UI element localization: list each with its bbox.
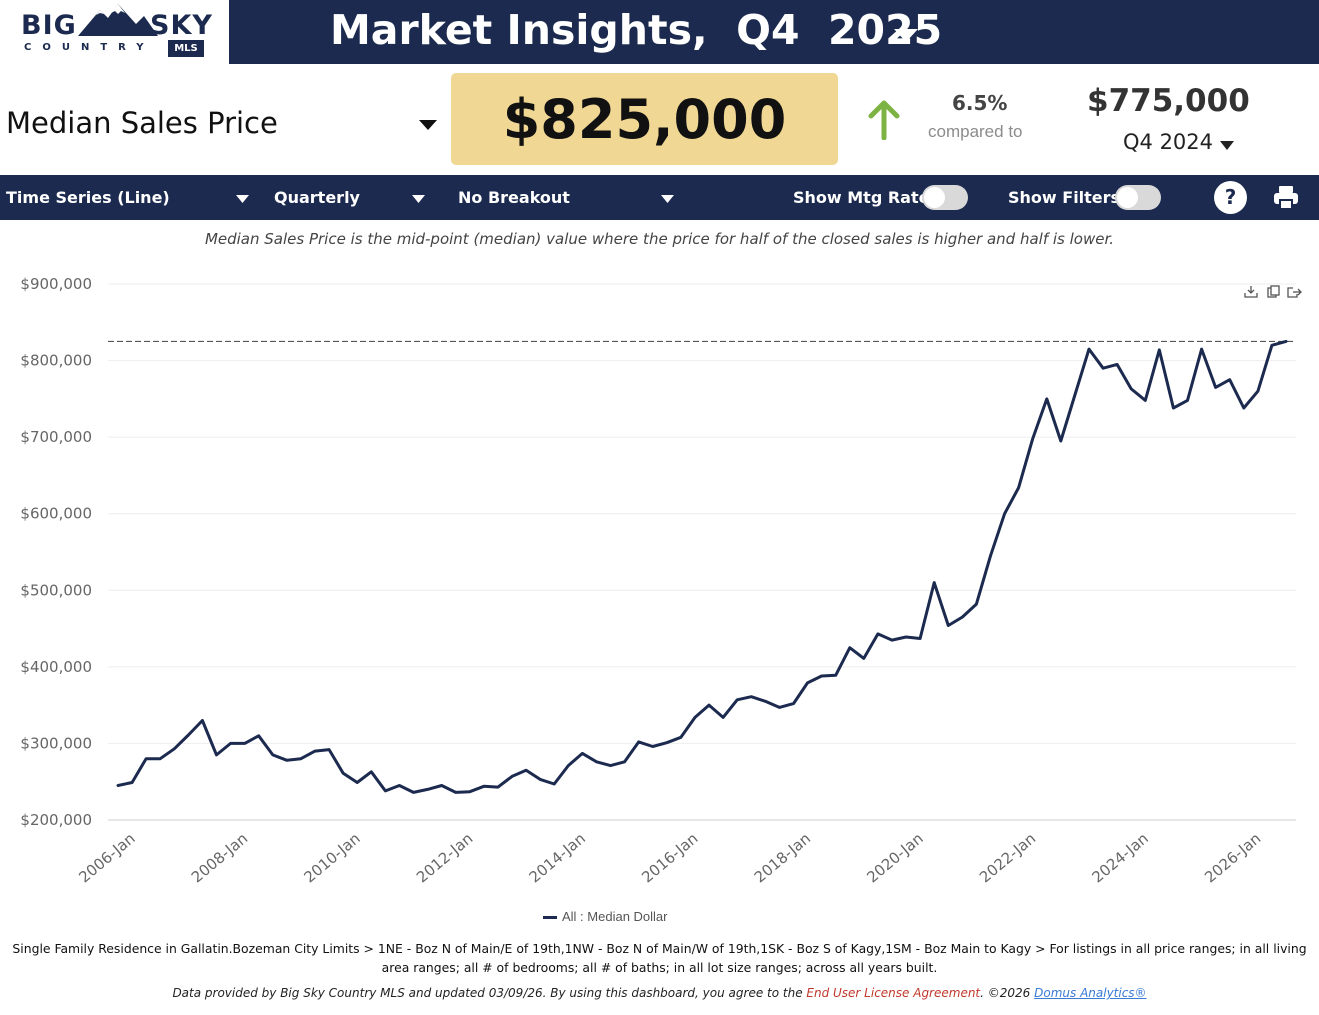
metric-value-box: $825,000: [451, 73, 838, 165]
eula-link[interactable]: End User License Agreement: [806, 986, 981, 1000]
series-line-median-dollar: [116, 339, 1288, 794]
footer: Data provided by Big Sky Country MLS and…: [0, 986, 1319, 1000]
print-icon[interactable]: [1273, 185, 1299, 210]
download-icon[interactable]: [1244, 286, 1258, 298]
toggle-knob: [1117, 187, 1138, 208]
x-tick-label: 2022-Jan: [976, 829, 1039, 886]
logo-mls-badge: MLS: [168, 40, 204, 57]
domus-analytics-link[interactable]: Domus Analytics®: [1034, 986, 1147, 1000]
x-tick-label: 2008-Jan: [188, 829, 251, 886]
toolbar: Time Series (Line) Quarterly No Breakout…: [0, 175, 1319, 220]
y-tick-label: $400,000: [20, 658, 92, 676]
x-tick-label: 2026-Jan: [1201, 829, 1264, 886]
x-axis-labels: 2006-Jan 2008-Jan 2010-Jan 2012-Jan 2014-Jan…: [75, 829, 1264, 886]
x-tick-label: 2012-Jan: [413, 829, 476, 886]
compare-period-selector[interactable]: Q4 2024: [1123, 130, 1214, 154]
y-tick-label: $800,000: [20, 352, 92, 370]
footer-text: Data provided by Big Sky Country MLS and…: [172, 986, 807, 1000]
y-tick-label: $300,000: [20, 734, 92, 752]
y-tick-label: $500,000: [20, 581, 92, 599]
median-price-line-chart: $200,000 $300,000 $400,000 $500,000 $600,000…: [20, 275, 1296, 886]
compare-value: $775,000: [1087, 83, 1250, 119]
show-mtg-rate-toggle[interactable]: [922, 185, 968, 210]
y-tick-label: $700,000: [20, 428, 92, 446]
period-dropdown-caret-icon[interactable]: [892, 26, 920, 44]
y-tick-label: $200,000: [20, 811, 92, 829]
show-filters-toggle[interactable]: [1115, 185, 1161, 210]
logo-sky-text: SKY: [150, 10, 213, 41]
help-button[interactable]: ?: [1214, 181, 1247, 214]
x-tick-label: 2020-Jan: [863, 829, 926, 886]
legend-swatch: [543, 916, 557, 920]
x-tick-label: 2010-Jan: [300, 829, 363, 886]
metric-selector[interactable]: Median Sales Price: [6, 106, 278, 140]
title-bar: Market Insights, Q4 2025: [229, 0, 1319, 64]
metric-description: Median Sales Price is the mid-point (med…: [204, 230, 1115, 248]
footer-copyright: . ©2026: [980, 986, 1035, 1000]
x-tick-label: 2018-Jan: [751, 829, 814, 886]
grid-lines: [108, 283, 1296, 821]
toggle-knob: [924, 187, 945, 208]
frequency-caret-icon[interactable]: [412, 195, 425, 204]
x-tick-label: 2006-Jan: [75, 829, 138, 886]
up-arrow-icon: [868, 100, 900, 140]
y-tick-label: $600,000: [20, 505, 92, 523]
show-mtg-rate-label: Show Mtg Rate:: [793, 188, 936, 207]
x-tick-label: 2016-Jan: [638, 829, 701, 886]
compared-to-label: compared to: [928, 122, 1023, 141]
logo-country-text: COUNTRY: [24, 42, 155, 53]
page-title: Market Insights, Q4 2025: [330, 6, 943, 54]
chart-legend[interactable]: All : Median Dollar: [543, 909, 668, 924]
metric-value: $825,000: [502, 88, 787, 151]
chart-tools: [1244, 285, 1302, 298]
y-tick-label: $900,000: [20, 275, 92, 293]
copy-icon[interactable]: [1267, 285, 1280, 298]
logo-big-text: BIG: [21, 10, 77, 41]
export-icon[interactable]: [1287, 287, 1302, 298]
breakout-select[interactable]: No Breakout: [458, 188, 570, 207]
chart-type-caret-icon[interactable]: [236, 195, 249, 204]
big-sky-country-mls-logo: BIG SKY COUNTRY MLS: [0, 0, 229, 64]
filter-summary: Single Family Residence in Gallatin.Boze…: [12, 941, 1307, 975]
breakout-caret-icon[interactable]: [661, 195, 674, 204]
x-tick-label: 2014-Jan: [526, 829, 589, 886]
change-percent: 6.5%: [952, 91, 1008, 115]
frequency-select[interactable]: Quarterly: [274, 188, 360, 207]
x-tick-label: 2024-Jan: [1089, 829, 1152, 886]
mountain-logo-icon: [78, 4, 158, 36]
y-axis-labels: $200,000 $300,000 $400,000 $500,000 $600,000…: [20, 275, 92, 829]
legend-label: All : Median Dollar: [562, 909, 668, 924]
chart-type-select[interactable]: Time Series (Line): [6, 188, 170, 207]
metric-dropdown-caret-icon[interactable]: [418, 118, 438, 131]
compare-period-caret-icon[interactable]: [1219, 140, 1235, 151]
show-filters-label: Show Filters:: [1008, 188, 1127, 207]
